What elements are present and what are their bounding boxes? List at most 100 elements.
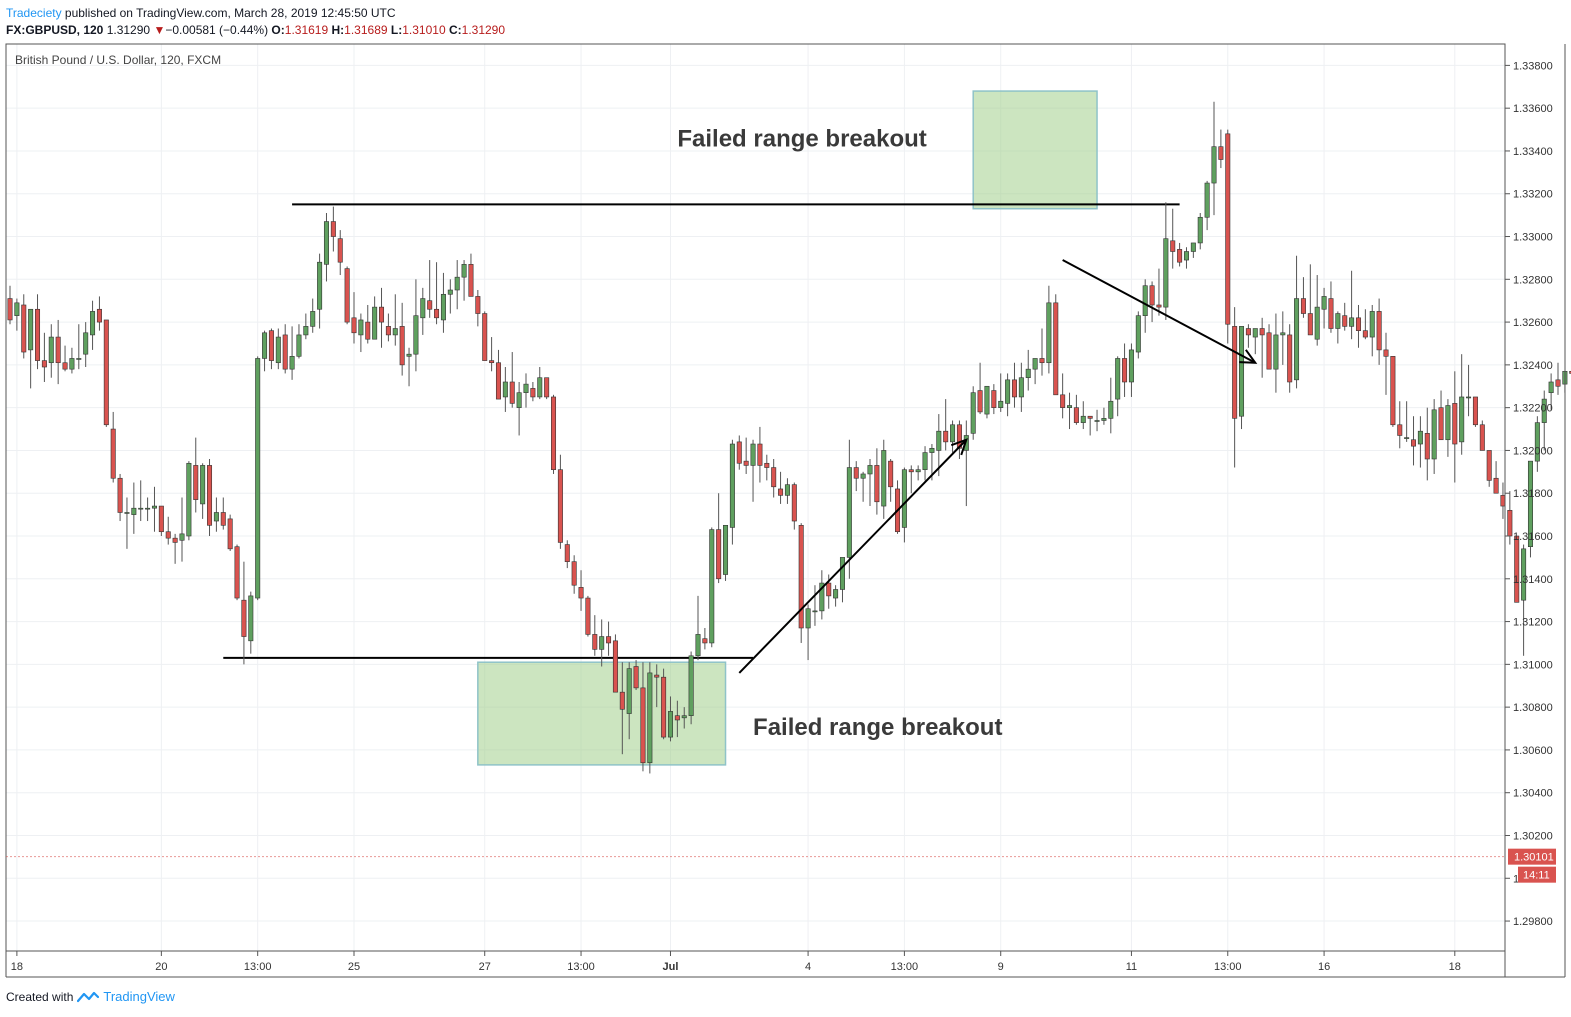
candle-up — [1294, 298, 1300, 381]
candle-down — [475, 296, 481, 314]
candle-up — [1431, 409, 1437, 460]
candle-up — [296, 334, 302, 357]
candle-down — [1569, 370, 1571, 374]
trend-arrow-head — [1239, 349, 1258, 364]
candle-down — [227, 518, 233, 550]
chart-title: British Pound / U.S. Dollar, 120, FXCM — [15, 53, 221, 67]
candle-down — [956, 424, 962, 449]
candle-up — [1280, 332, 1286, 336]
candle-down — [564, 544, 570, 562]
candle-up — [1190, 242, 1196, 252]
author-link[interactable]: Tradeciety — [6, 6, 62, 20]
candle-up — [1067, 405, 1073, 408]
candle-down — [55, 336, 61, 364]
price-tick-label: 1.33600 — [1513, 103, 1553, 115]
zone-failed-breakout-bottom — [477, 661, 727, 766]
price-tick-label: 1.31200 — [1513, 617, 1553, 629]
candle-down — [1397, 424, 1403, 436]
candle-up — [262, 332, 268, 359]
tradingview-brand-link[interactable]: TradingView — [103, 989, 175, 1004]
candle-down — [874, 465, 880, 503]
open-value: 1.31619 — [284, 23, 329, 37]
plot-frame — [5, 43, 1506, 952]
candle-down — [330, 221, 336, 237]
candle-up — [867, 465, 873, 475]
candle-up — [358, 319, 364, 336]
candle-up — [145, 507, 151, 510]
time-tick-label: 13:00 — [567, 961, 595, 973]
candle-down — [1232, 326, 1238, 419]
candle-down — [1039, 358, 1045, 364]
candle-down — [1328, 298, 1334, 329]
candle-up — [275, 336, 281, 364]
candle-down — [7, 298, 13, 321]
candle-up — [179, 533, 185, 541]
candle-down — [385, 326, 391, 336]
annotation-failed-range-breakout: Failed range breakout — [677, 126, 926, 153]
price-tick-label: 1.30600 — [1513, 745, 1553, 757]
time-tick-label: 18 — [11, 961, 23, 973]
candle-down — [62, 362, 68, 370]
candles-layer — [7, 101, 1571, 774]
candle-down — [489, 360, 495, 364]
candle-down — [943, 430, 949, 443]
candle-down — [1355, 317, 1361, 331]
candle-up — [537, 377, 543, 398]
candle-up — [936, 430, 942, 451]
countdown-tag-label: 14:11 — [1523, 870, 1550, 882]
candle-up — [1548, 381, 1554, 393]
candle-up — [420, 298, 426, 319]
candle-up — [1521, 548, 1527, 601]
candle-up — [317, 261, 323, 310]
candle-up — [881, 450, 887, 507]
time-tick-label: 4 — [805, 961, 811, 973]
close-label: C: — [448, 23, 462, 37]
candle-up — [1101, 418, 1107, 421]
time-tick-label: 13:00 — [1214, 961, 1242, 973]
candle-up — [1239, 326, 1245, 417]
candle-down — [571, 561, 577, 586]
candle-down — [1245, 328, 1251, 336]
time-tick-label: 20 — [155, 961, 167, 973]
candle-up — [922, 452, 928, 470]
candle-up — [447, 289, 453, 295]
candle-up — [1445, 405, 1451, 441]
candle-down — [96, 308, 102, 323]
candle-up — [819, 582, 825, 612]
candle-down — [1424, 433, 1430, 460]
candle-down — [1493, 477, 1499, 494]
candle-down — [379, 306, 385, 323]
candle-up — [984, 385, 990, 415]
countdown-tag — [1518, 866, 1556, 883]
candle-up — [138, 507, 144, 510]
candle-down — [798, 525, 804, 629]
candle-down — [1438, 407, 1444, 441]
low-value: 1.31010 — [402, 23, 446, 37]
candle-up — [124, 512, 130, 514]
candle-down — [1060, 394, 1066, 408]
candle-up — [950, 424, 956, 443]
price-axis[interactable]: 1.33800 1.33600 1.33400 1.33200 1.33000 1.328… — [1505, 60, 1553, 928]
created-with-label: Created with — [6, 990, 74, 1004]
time-tick-label: Jul — [663, 961, 679, 973]
candle-down — [241, 599, 247, 637]
time-axis[interactable]: 18 20 13:00 25 27 13:00 Jul 4 13:00 9 11 13:00 16 18 — [11, 951, 1461, 973]
candle-down — [1287, 334, 1293, 383]
candle-up — [1466, 396, 1472, 399]
symbol-label[interactable]: FX:GBPUSD, 120 — [6, 23, 104, 37]
low-label: L: — [390, 23, 403, 37]
trend-arrow-line — [1062, 259, 1256, 364]
candle-up — [523, 383, 529, 393]
candle-up — [998, 400, 1004, 408]
candle-down — [1122, 358, 1128, 383]
candle-up — [1211, 146, 1217, 184]
candle-up — [1142, 285, 1148, 316]
last-price-tag-label: 1.30101 — [1514, 852, 1554, 864]
candle-up — [372, 306, 378, 340]
candle-up — [812, 610, 818, 613]
candle-down — [399, 326, 405, 366]
candle-up — [323, 221, 329, 265]
annotations-layer: Failed range breakout Failed range breako… — [677, 126, 1002, 741]
candle-down — [654, 674, 660, 678]
